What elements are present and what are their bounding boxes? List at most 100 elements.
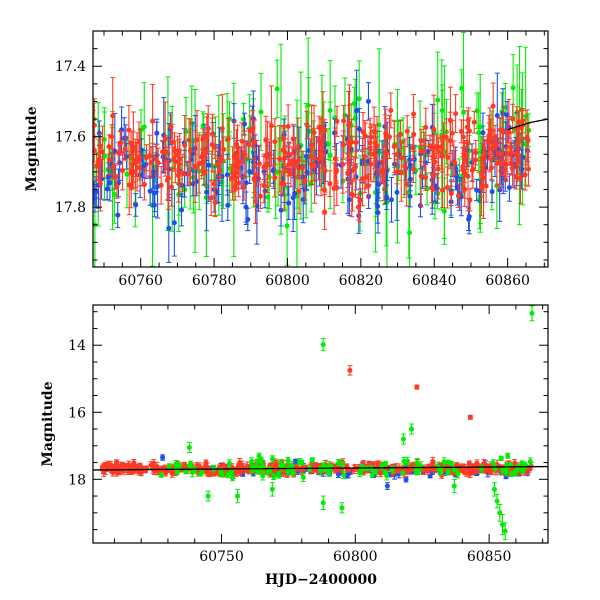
top-series-2-point — [234, 129, 240, 159]
top-series-2-point — [100, 125, 106, 178]
top-series-2-point — [212, 187, 218, 218]
bottom-series-2-point — [270, 455, 276, 463]
bottom-series-2-point — [309, 457, 315, 463]
top-series-2-point — [215, 151, 221, 178]
bottom-series-2-point — [382, 460, 388, 467]
top-series-2-point — [449, 120, 455, 147]
top-series-2-point — [433, 133, 439, 159]
bottom-series-1-point — [281, 469, 287, 477]
bottom-outlier-point — [467, 414, 473, 420]
top-series-2-point — [492, 124, 498, 150]
top-series-2-point — [429, 172, 435, 204]
top-series-1-point — [417, 194, 423, 218]
top-series-2-point — [483, 169, 489, 203]
top-series-2-point — [520, 108, 526, 134]
top-series-2-point — [112, 164, 118, 190]
bottom-series-1-point — [405, 468, 411, 475]
top-series-2-point — [397, 120, 403, 149]
top-series-2-point — [345, 114, 351, 171]
bottom-outlier-point — [502, 522, 508, 541]
top-series-1-point — [224, 153, 230, 196]
bottom-trend-line — [93, 465, 548, 471]
bottom-series-2-point — [210, 464, 216, 473]
top-panel-ticks: 60760 60780 60800 60820 60840 60860 17.4 17.6 17… — [55, 30, 548, 289]
top-series-2-point — [404, 161, 410, 207]
top-series-2-point — [136, 121, 142, 162]
bottom-series-2-point — [505, 453, 511, 459]
top-series-1-point — [225, 189, 231, 221]
top-series-1-point — [389, 176, 395, 223]
top-series-2-point — [251, 158, 257, 199]
top-series-2-point — [309, 104, 315, 186]
bottom-series-2-point — [166, 463, 172, 469]
top-series-2-point — [194, 110, 200, 170]
top-series-2-point — [228, 164, 234, 193]
top-series-2-point — [513, 163, 519, 190]
top-series-2-point — [148, 146, 154, 179]
top-series-0-point — [406, 186, 412, 267]
bottom-x-tick-label: 60800 — [333, 549, 378, 565]
bottom-outlier-point — [160, 454, 166, 461]
top-series-2-point — [453, 94, 459, 134]
top-series-2-point — [435, 137, 441, 167]
top-series-2-point — [448, 181, 454, 207]
bottom-series-2-point — [276, 471, 282, 479]
top-series-2-point — [179, 153, 185, 193]
top-series-2-point — [444, 166, 450, 209]
bottom-y-tick-label: 14 — [68, 338, 86, 354]
top-series-2-point — [296, 169, 302, 215]
top-y-tick-label: 17.8 — [55, 200, 86, 216]
top-series-2-point — [464, 110, 470, 145]
top-series-0-point — [274, 59, 280, 119]
bottom-series-2-point — [230, 474, 236, 482]
bottom-series-2-point — [174, 469, 180, 475]
top-series-2-point — [410, 135, 416, 160]
top-series-2-point — [418, 144, 424, 208]
top-series-2-point — [341, 130, 347, 159]
top-series-2-point — [499, 151, 505, 176]
top-series-2-point — [290, 123, 296, 154]
bottom-outlier-point — [451, 478, 457, 494]
top-series-2-point — [462, 148, 468, 199]
top-series-2-point — [482, 140, 488, 167]
top-series-2-point — [147, 134, 153, 177]
bottom-series-2-point — [438, 468, 444, 476]
bottom-outlier-point — [400, 433, 406, 445]
bottom-x-tick-label: 60850 — [467, 549, 512, 565]
top-series-2-point — [312, 128, 318, 204]
bottom-series-2-point — [498, 455, 504, 461]
top-x-tick-label: 60760 — [118, 273, 163, 289]
top-series-2-point — [515, 148, 521, 175]
top-series-2-point — [327, 170, 333, 198]
top-series-2-point — [263, 115, 269, 164]
bottom-panel-frame — [92, 304, 549, 544]
top-series-2-point — [130, 154, 136, 189]
bottom-outlier-point — [205, 490, 211, 502]
top-panel: 60760 60780 60800 60820 60840 60860 17.4 17.6 17… — [24, 30, 549, 289]
top-series-1-point — [489, 180, 495, 203]
bottom-series-2-point — [415, 467, 421, 475]
bottom-panel: 60750 60800 60850 14 16 18 Magnitude HJD−2400… — [40, 304, 549, 588]
bottom-outlier-point — [497, 503, 503, 522]
top-series-2-point — [268, 85, 274, 167]
top-series-2-point — [171, 146, 177, 172]
top-series-2-point — [504, 129, 510, 178]
bottom-series-2-point — [229, 468, 235, 475]
top-series-2-point — [318, 117, 324, 144]
top-series-2-point — [110, 76, 116, 155]
bottom-series-2-point — [445, 468, 451, 476]
bottom-outlier-point — [235, 488, 241, 504]
top-series-2-point — [205, 105, 211, 152]
top-series-2-point — [277, 125, 283, 193]
top-series-2-point — [106, 134, 112, 159]
bottom-series-2-point — [478, 464, 484, 474]
bottom-outlier-point — [491, 482, 497, 497]
bottom-series-2-point — [189, 467, 195, 478]
top-series-2-point — [383, 108, 389, 159]
bottom-series-1-point — [182, 461, 188, 468]
bottom-series-2-point — [405, 456, 411, 466]
top-series-2-point — [200, 136, 206, 171]
top-series-2-point — [153, 144, 159, 175]
top-series-2-point — [322, 119, 328, 143]
top-series-2-point — [115, 141, 121, 164]
